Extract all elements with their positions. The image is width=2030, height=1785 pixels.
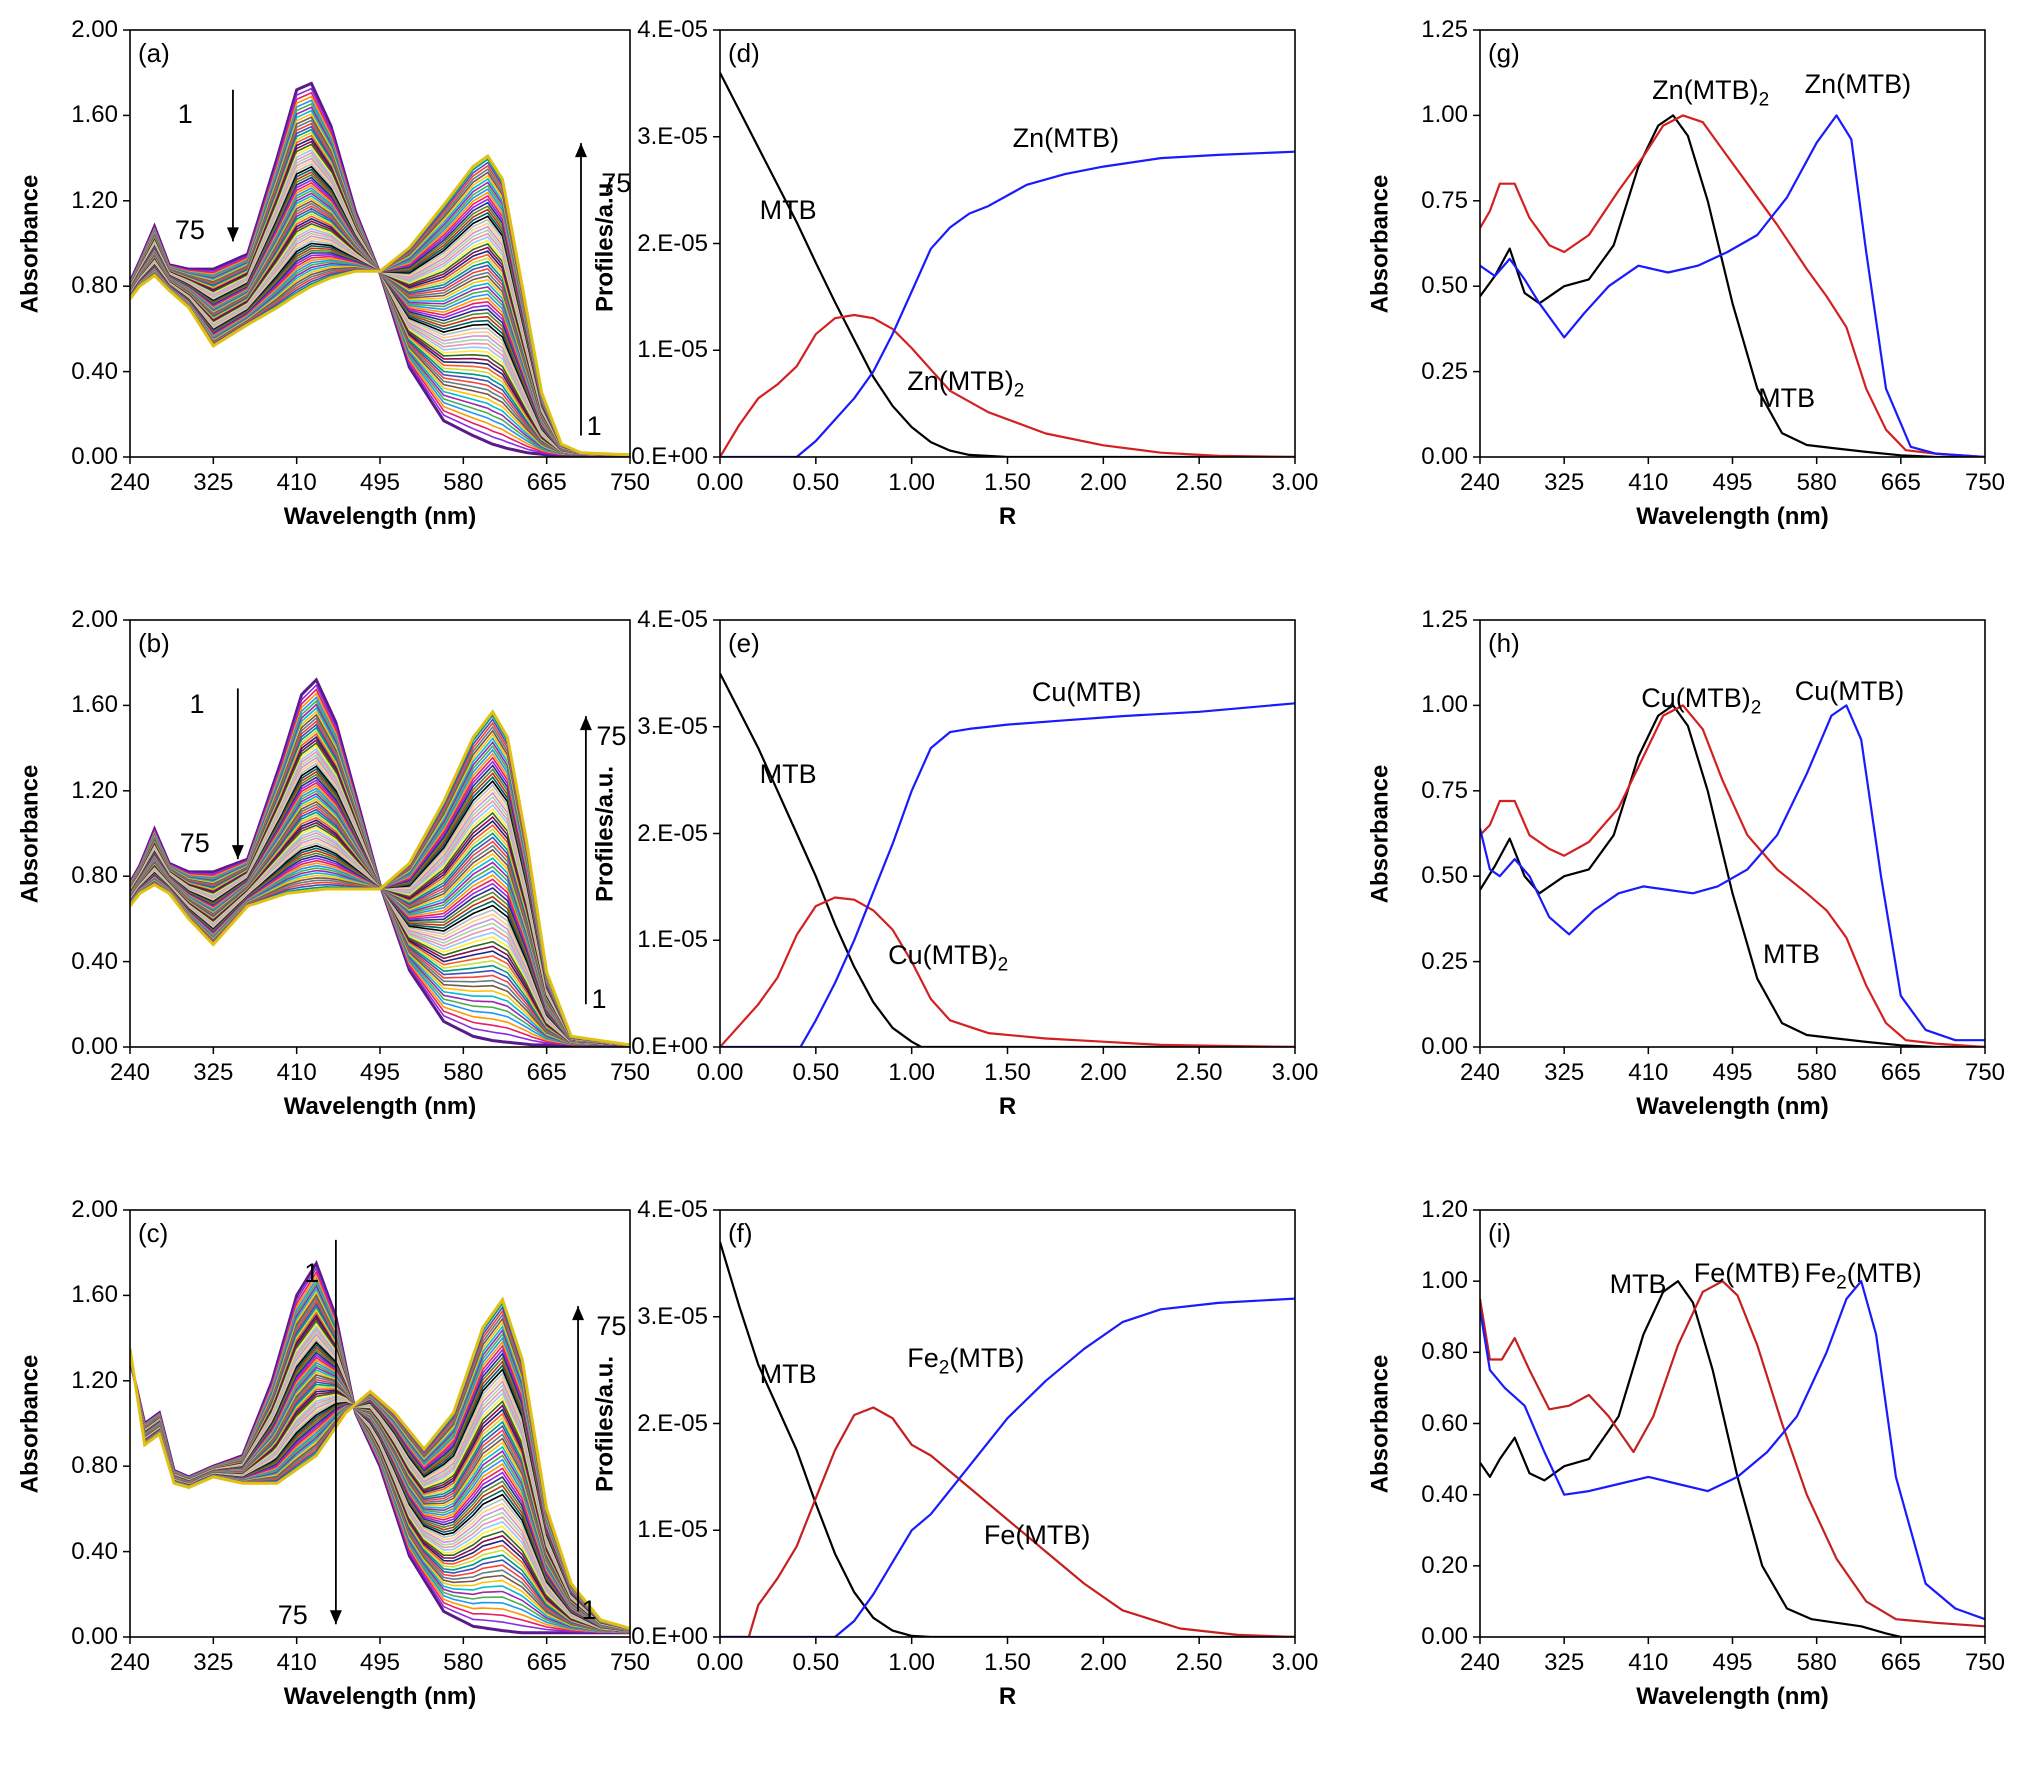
series-h-0 <box>1480 704 1985 1047</box>
plot-area-d <box>720 72 1295 457</box>
plot-frame-a <box>129 29 631 458</box>
spectrum-b-75 <box>130 709 630 1047</box>
spectrum-c-30 <box>130 1348 630 1632</box>
spectrum-a-56 <box>130 218 630 456</box>
spectrum-a-50 <box>130 225 630 456</box>
spectrum-a-55 <box>130 222 630 456</box>
plot-area-f <box>720 1241 1295 1637</box>
series-g-1 <box>1480 114 1985 457</box>
arrow-head-b-2 <box>579 716 592 731</box>
spectrum-a-54 <box>130 225 630 456</box>
plot-area-c <box>130 1259 630 1635</box>
panel-h <box>1473 619 1986 1054</box>
plot-area-i <box>1480 1280 1985 1637</box>
plot-frame-b <box>129 619 631 1048</box>
panel-a <box>123 29 631 464</box>
spectrum-a-53 <box>130 229 630 456</box>
panel-c <box>123 1209 631 1644</box>
spectrum-a-64 <box>130 191 630 456</box>
plot-area-g <box>1480 114 1985 457</box>
series-e-2 <box>720 702 1295 1047</box>
panel-g <box>1473 29 1986 464</box>
series-f-0 <box>720 1241 1295 1637</box>
spectrum-a-48 <box>130 220 630 456</box>
spectrum-a-47 <box>130 217 630 456</box>
panel-d <box>713 29 1296 464</box>
arrow-head-a-2 <box>574 143 587 158</box>
series-f-1 <box>720 1406 1295 1637</box>
arrow-head-b-0 <box>231 845 244 860</box>
series-g-2 <box>1480 114 1985 457</box>
spectrum-a-1 <box>130 81 630 457</box>
plot-area-h <box>1480 704 1985 1047</box>
panel-i <box>1473 1209 1986 1644</box>
plot-frame-f <box>719 1209 1296 1638</box>
series-h-1 <box>1480 704 1985 1047</box>
series-d-2 <box>720 150 1295 457</box>
series-i-0 <box>1480 1280 1985 1637</box>
arrow-head-a-0 <box>226 227 239 242</box>
series-e-1 <box>720 896 1295 1047</box>
plot-frame-g <box>1479 29 1986 458</box>
panel-b <box>123 619 631 1054</box>
series-f-2 <box>720 1297 1295 1637</box>
spectrum-c-75 <box>130 1296 630 1630</box>
series-i-1 <box>1480 1280 1985 1628</box>
spectrum-a-52 <box>130 230 630 456</box>
panel-e <box>713 619 1296 1054</box>
series-d-1 <box>720 313 1295 457</box>
spectrum-a-49 <box>130 222 630 456</box>
plot-area-e <box>720 672 1295 1047</box>
series-d-0 <box>720 72 1295 457</box>
series-e-0 <box>720 672 1295 1047</box>
spectrum-a-51 <box>130 227 630 456</box>
panel-f <box>713 1209 1296 1644</box>
series-i-2 <box>1480 1280 1985 1621</box>
series-g-0 <box>1480 114 1985 457</box>
plot-frame-h <box>1479 619 1986 1048</box>
plot-frame-i <box>1479 1209 1986 1638</box>
arrow-head-c-2 <box>572 1306 585 1321</box>
plot-area-a <box>130 81 630 457</box>
plot-frame-d <box>719 29 1296 458</box>
plot-frame-c <box>129 1209 631 1638</box>
spectrum-a-75 <box>130 153 630 457</box>
plot-frame-e <box>719 619 1296 1048</box>
series-h-2 <box>1480 704 1985 1042</box>
arrow-head-c-0 <box>329 1610 342 1625</box>
plot-area-b <box>130 677 630 1047</box>
